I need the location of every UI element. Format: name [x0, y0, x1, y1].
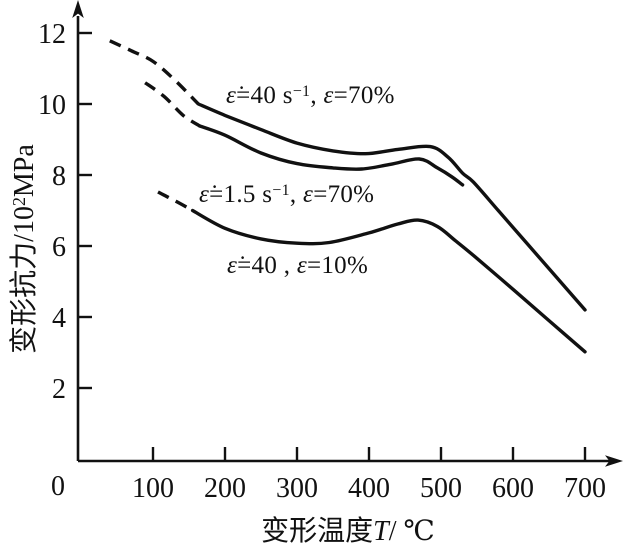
x-tick-label: 100 — [132, 473, 174, 504]
origin-label: 0 — [51, 471, 65, 502]
label-part: =10% — [306, 252, 369, 279]
x-tick-label: 500 — [420, 473, 462, 504]
label-part: =40 s — [236, 82, 293, 109]
x-tick-label: 700 — [564, 473, 606, 504]
y-axis-arrow-icon — [72, 0, 84, 18]
x-tick-label: 400 — [348, 473, 390, 504]
label-part: , — [289, 181, 304, 208]
y-tick-label: 10 — [38, 90, 66, 121]
series-curve-strain-rate-40-strain-10 — [190, 208, 587, 354]
label-part: −1 — [272, 181, 290, 199]
curve-label-strain-rate-1p5-strain-70: ε̇=1.5 s−1, ε=70% — [199, 181, 374, 209]
label-part: / ℃ — [388, 516, 435, 547]
label-part: =40 , — [237, 252, 297, 279]
y-tick-label: 8 — [52, 161, 66, 192]
series-curve-strain-rate-1p5-strain-70 — [198, 124, 465, 187]
label-part: MPa — [9, 144, 40, 198]
x-tick-label: 300 — [276, 473, 318, 504]
label-part: −1 — [292, 82, 311, 100]
label-part: ε — [296, 252, 307, 279]
label-part: =70% — [313, 181, 375, 208]
label-part: ε̇ — [226, 82, 237, 109]
curve-label-strain-rate-40-strain-70: ε̇=40 s−1, ε=70% — [226, 82, 395, 110]
series-dashed-strain-rate-40-strain-70 — [109, 39, 200, 106]
label-part: 变形抗力/10 — [9, 206, 40, 354]
curve-label-strain-rate-40-strain-10: ε̇=40 , ε=10% — [227, 252, 368, 280]
label-part: , — [310, 82, 324, 109]
y-tick-label: 12 — [38, 19, 66, 50]
label-part: ε — [303, 181, 314, 208]
label-part: ε — [323, 82, 334, 109]
y-tick-label: 4 — [52, 303, 66, 334]
label-part: =1.5 s — [209, 181, 273, 208]
x-tick-label: 200 — [204, 473, 246, 504]
label-part: =70% — [333, 82, 395, 109]
y-axis-title: 变形抗力/102MPa — [2, 144, 42, 354]
label-part: 2 — [8, 197, 29, 207]
label-part: 变形温度 — [261, 516, 374, 547]
x-axis-title: 变形温度T/ ℃ — [261, 509, 435, 547]
y-tick-label: 6 — [52, 232, 66, 263]
series-dashed-strain-rate-1p5-strain-70 — [144, 81, 201, 128]
x-tick-label: 600 — [492, 473, 534, 504]
y-tick-label: 2 — [52, 374, 66, 405]
label-part: ε̇ — [227, 252, 238, 279]
series-dashed-strain-rate-40-strain-10 — [157, 190, 194, 212]
series-curve-strain-rate-40-strain-70 — [196, 102, 587, 312]
label-part: ε̇ — [199, 181, 210, 208]
label-part: T — [373, 516, 389, 547]
x-axis-arrow-icon — [605, 455, 623, 467]
